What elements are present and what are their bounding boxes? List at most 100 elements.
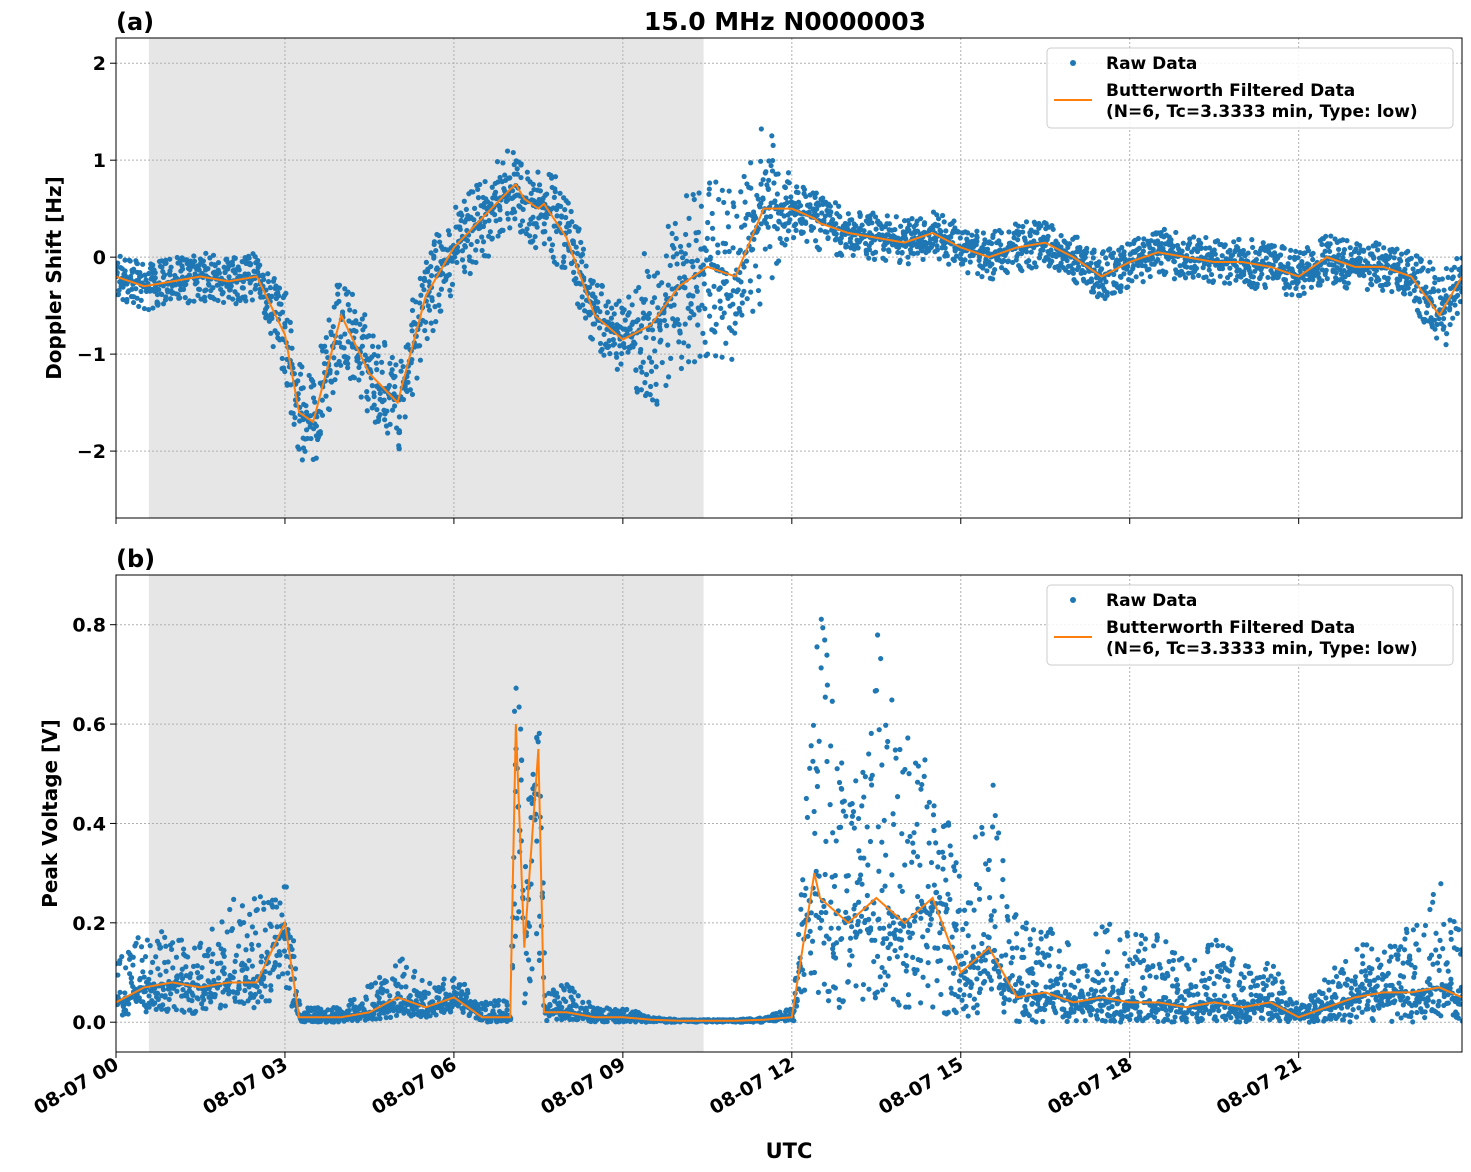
raw-data-point (1019, 268, 1025, 274)
raw-data-point (1198, 240, 1204, 246)
raw-data-point (296, 446, 302, 452)
raw-data-point (638, 387, 644, 393)
raw-data-point (691, 359, 698, 365)
raw-data-point (247, 911, 253, 917)
raw-data-point (1187, 236, 1193, 242)
raw-data-point (383, 1015, 389, 1021)
raw-data-point (1177, 263, 1183, 269)
raw-data-point (257, 894, 263, 900)
raw-data-point (686, 215, 692, 221)
raw-data-point (546, 236, 553, 242)
raw-data-point (1070, 266, 1076, 272)
raw-data-point (719, 314, 725, 320)
raw-data-point (187, 266, 193, 273)
raw-data-point (1398, 258, 1404, 264)
raw-data-point (493, 196, 499, 202)
raw-data-point (347, 307, 353, 313)
raw-data-point (303, 403, 309, 409)
raw-data-point (892, 226, 898, 233)
raw-data-point (534, 735, 540, 741)
raw-data-point (117, 253, 123, 259)
raw-data-point (136, 303, 142, 310)
raw-data-point (1203, 245, 1209, 251)
y-tick-label: 0.2 (72, 913, 106, 935)
raw-data-point (178, 937, 185, 943)
raw-data-point (1125, 284, 1131, 290)
raw-data-point (636, 284, 642, 291)
raw-data-point (633, 367, 639, 373)
raw-data-point (1371, 255, 1377, 261)
raw-data-point (289, 946, 295, 953)
raw-data-point (838, 251, 844, 257)
raw-data-point (209, 926, 215, 932)
raw-data-point (663, 253, 669, 259)
raw-data-point (543, 214, 550, 220)
raw-data-point (168, 946, 175, 953)
raw-data-point (1319, 278, 1325, 284)
raw-data-point (425, 1008, 432, 1014)
raw-data-point (163, 943, 169, 949)
raw-data-point (533, 244, 539, 251)
raw-data-point (618, 361, 624, 367)
raw-data-point (1091, 289, 1097, 295)
raw-data-point (433, 1012, 439, 1018)
raw-data-point (741, 288, 747, 294)
raw-data-point (461, 264, 467, 270)
raw-data-point (1310, 250, 1316, 256)
raw-data-point (990, 276, 996, 282)
raw-data-point (1187, 240, 1193, 246)
raw-data-point (140, 969, 146, 975)
raw-data-point (600, 1007, 606, 1013)
raw-data-point (774, 191, 780, 197)
raw-data-point (183, 257, 190, 263)
raw-data-point (881, 246, 887, 252)
raw-data-point (174, 975, 180, 981)
raw-data-point (1171, 258, 1177, 264)
raw-data-point (464, 237, 471, 244)
raw-data-point (345, 302, 351, 308)
raw-data-point (457, 226, 463, 233)
raw-data-point (411, 1010, 417, 1016)
raw-data-point (1155, 257, 1161, 263)
raw-data-point (833, 221, 839, 227)
raw-data-point (369, 343, 376, 349)
raw-data-point (1133, 274, 1139, 280)
raw-data-point (766, 158, 772, 164)
raw-data-point (1315, 270, 1321, 276)
raw-data-point (143, 1009, 149, 1015)
raw-data-point (159, 264, 165, 270)
raw-data-point (167, 296, 174, 302)
raw-data-point (1140, 279, 1146, 285)
raw-data-point (596, 325, 603, 331)
raw-data-point (495, 179, 501, 185)
raw-data-point (872, 214, 879, 220)
raw-data-point (232, 958, 238, 965)
raw-data-point (521, 1000, 528, 1006)
raw-data-point (510, 149, 516, 156)
raw-data-point (620, 340, 627, 347)
raw-data-point (1385, 281, 1391, 287)
raw-data-point (221, 965, 227, 971)
raw-data-point (608, 315, 615, 321)
raw-data-point (1327, 248, 1333, 255)
raw-data-point (1254, 284, 1260, 290)
raw-data-point (463, 994, 470, 1000)
raw-data-point (140, 261, 146, 267)
raw-data-point (700, 262, 706, 268)
raw-data-point (850, 252, 856, 259)
raw-data-point (701, 281, 707, 287)
raw-data-point (373, 1016, 379, 1022)
raw-data-point (486, 218, 492, 224)
raw-data-point (1111, 290, 1118, 296)
raw-data-point (1295, 276, 1301, 282)
raw-data-point (142, 954, 149, 960)
raw-data-point (741, 264, 747, 270)
raw-data-point (1023, 249, 1030, 255)
raw-data-point (254, 907, 260, 913)
raw-data-point (1289, 292, 1295, 298)
y-tick-label: 1 (93, 150, 106, 172)
raw-data-point (1431, 317, 1438, 323)
raw-data-point (252, 254, 258, 260)
raw-data-point (711, 283, 717, 289)
raw-data-point (1236, 267, 1243, 273)
